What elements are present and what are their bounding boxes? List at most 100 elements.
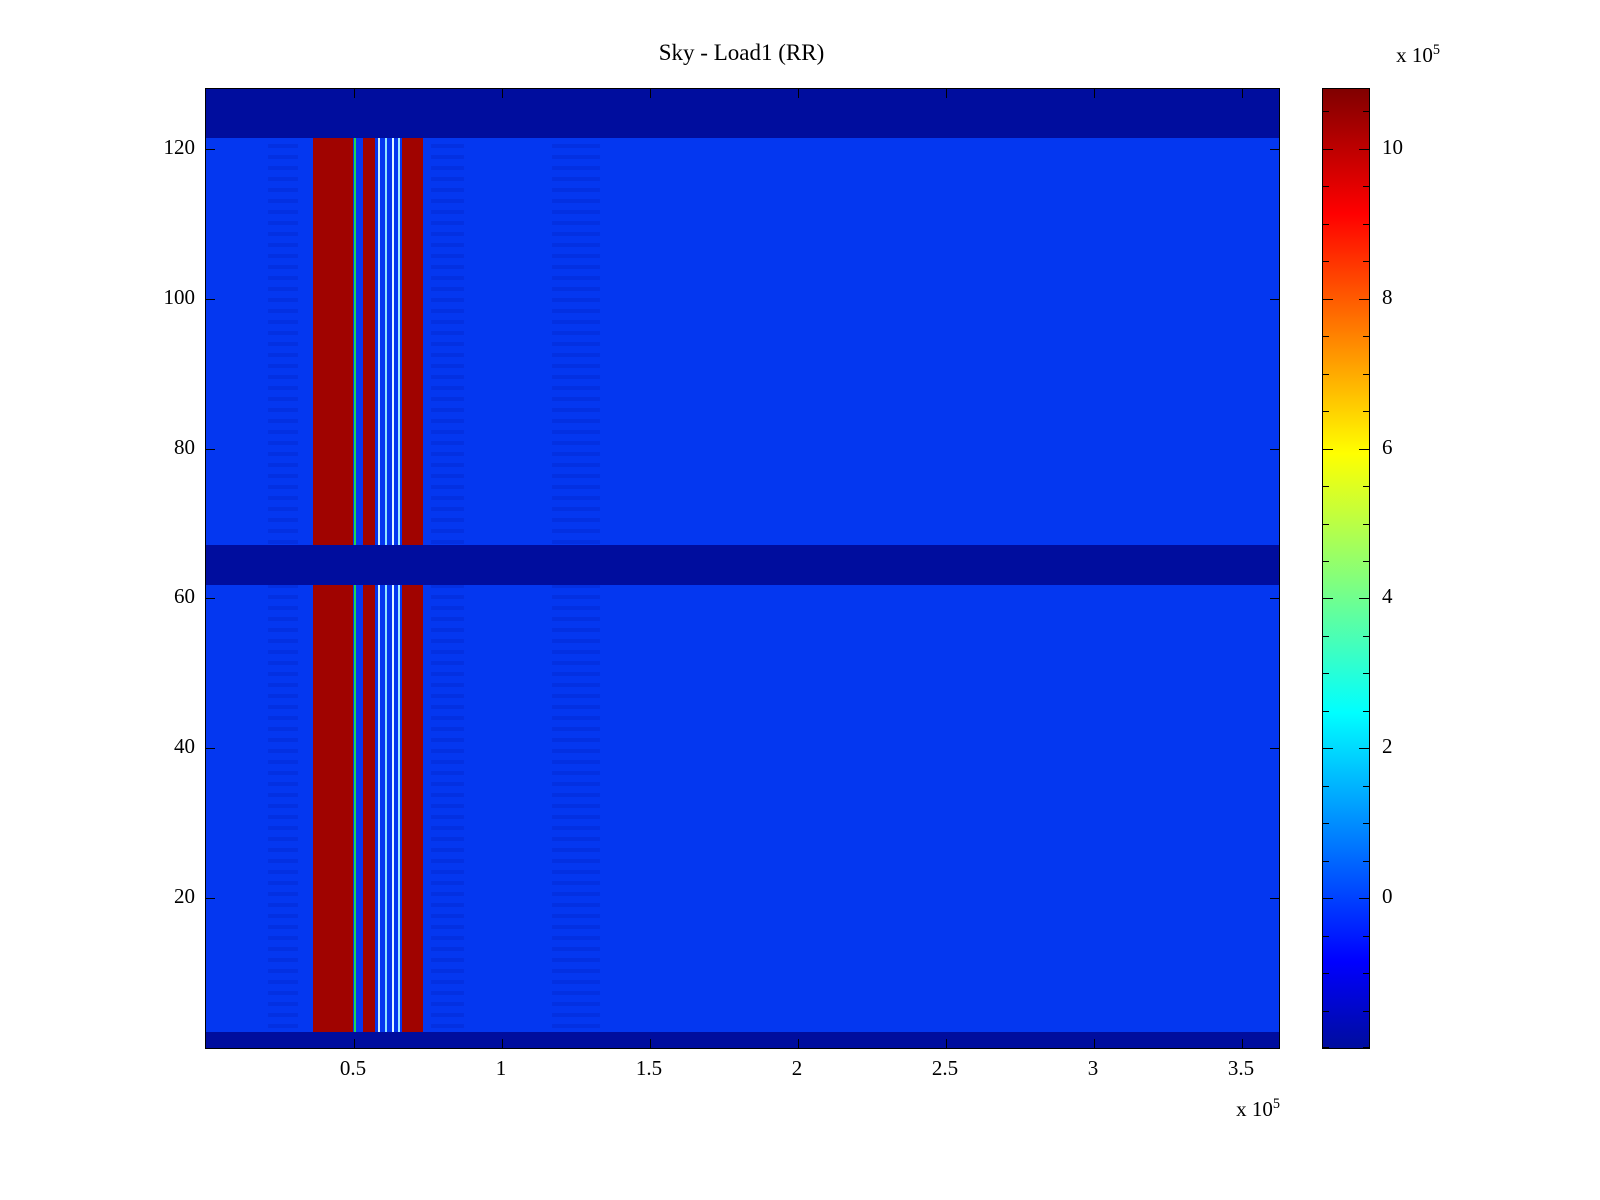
- x-axis-multiplier-exponent: 5: [1272, 1096, 1280, 1112]
- colorbar-multiplier-exponent: 5: [1432, 42, 1440, 58]
- colorbar-tick-mark: [1359, 148, 1369, 150]
- colorbar-tick-mark: [1323, 336, 1329, 338]
- colorbar-multiplier-base: x 10: [1396, 43, 1433, 67]
- x-axis-multiplier: x 105: [1180, 1096, 1280, 1122]
- x-tick-mark: [354, 89, 355, 98]
- colorbar-tick-mark: [1363, 823, 1369, 825]
- y-tick-label: 40: [174, 734, 195, 759]
- y-tick-mark: [206, 898, 215, 900]
- y-tick-mark: [1270, 148, 1279, 150]
- x-tick-label: 1.5: [635, 1056, 663, 1080]
- colorbar-tick-mark: [1323, 523, 1329, 525]
- x-tick-mark: [650, 1039, 651, 1048]
- x-tick-mark: [1242, 1039, 1243, 1048]
- colorbar-tick-mark: [1323, 1047, 1329, 1048]
- x-tick-mark: [1242, 89, 1243, 98]
- colorbar-tick-mark: [1363, 635, 1369, 637]
- x-tick-mark: [354, 1039, 355, 1048]
- x-tick-mark: [650, 89, 651, 98]
- colorbar-tick-mark: [1359, 298, 1369, 300]
- x-tick-label: 0.5: [339, 1056, 367, 1080]
- colorbar-tick-mark: [1363, 561, 1369, 562]
- colorbar-tick-mark: [1323, 1010, 1329, 1012]
- chart-title: Sky - Load1 (RR): [658, 40, 825, 65]
- colorbar-tick-mark: [1359, 448, 1369, 450]
- x-tick-mark: [502, 1039, 503, 1048]
- colorbar-tick-label: 2: [1382, 734, 1393, 759]
- colorbar-tick-mark: [1323, 186, 1329, 188]
- colorbar-tick-mark: [1323, 298, 1333, 300]
- x-tick-label: 2.5: [931, 1056, 959, 1080]
- colorbar-tick-mark: [1323, 860, 1329, 862]
- x-tick-mark: [946, 1039, 947, 1048]
- x-tick-mark: [798, 1039, 799, 1048]
- colorbar-tick-mark: [1323, 785, 1329, 787]
- colorbar-tick-mark: [1323, 973, 1329, 975]
- horizontal-band: [206, 1032, 1279, 1048]
- x-tick-mark: [1094, 89, 1095, 98]
- y-tick-mark: [206, 298, 215, 300]
- colorbar-tick-label: 4: [1382, 584, 1393, 609]
- horizontal-band: [206, 89, 1279, 139]
- colorbar-tick-mark: [1363, 223, 1369, 225]
- colorbar-multiplier: x 105: [1340, 42, 1440, 68]
- colorbar-tick-mark: [1323, 111, 1329, 113]
- colorbar-tick-mark: [1363, 860, 1369, 862]
- y-tick-mark: [206, 748, 215, 750]
- colorbar-tick-mark: [1363, 186, 1369, 188]
- colorbar-tick-mark: [1363, 973, 1369, 975]
- colorbar-tick-mark: [1363, 673, 1369, 675]
- colorbar-tick-label: 6: [1382, 434, 1393, 459]
- colorbar-tick-mark: [1363, 411, 1369, 413]
- colorbar-tick-mark: [1323, 673, 1329, 675]
- y-tick-mark: [206, 148, 215, 150]
- plot-area: [205, 88, 1280, 1049]
- x-tick-mark: [946, 89, 947, 98]
- colorbar-tick-mark: [1323, 411, 1329, 413]
- colorbar-tick-label: 8: [1382, 284, 1393, 309]
- x-tick-label: 3.5: [1227, 1056, 1255, 1080]
- colorbar-tick-mark: [1359, 748, 1369, 750]
- colorbar-tick-mark: [1323, 898, 1333, 900]
- colorbar-tick-mark: [1363, 710, 1369, 712]
- colorbar-tick-mark: [1363, 111, 1369, 113]
- colorbar-tick-mark: [1323, 935, 1329, 937]
- colorbar-tick-mark: [1363, 1010, 1369, 1012]
- colorbar-tick-mark: [1323, 710, 1329, 712]
- y-tick-mark: [206, 598, 215, 600]
- colorbar-tick-mark: [1363, 1047, 1369, 1048]
- x-tick-label: 3: [1087, 1056, 1099, 1080]
- y-tick-mark: [1270, 448, 1279, 450]
- colorbar-tick-mark: [1359, 898, 1369, 900]
- colorbar-tick-mark: [1363, 486, 1369, 488]
- y-tick-mark: [1270, 298, 1279, 300]
- colorbar-tick-mark: [1323, 148, 1333, 150]
- y-tick-label: 100: [163, 284, 196, 309]
- colorbar-tick-mark: [1323, 598, 1333, 600]
- y-tick-label: 120: [163, 134, 196, 159]
- colorbar-tick-mark: [1363, 373, 1369, 375]
- y-tick-label: 20: [174, 884, 195, 909]
- colorbar-tick-mark: [1323, 748, 1333, 750]
- colorbar-tick-label: 10: [1382, 134, 1403, 159]
- x-tick-mark: [798, 89, 799, 98]
- x-tick-mark: [1094, 1039, 1095, 1048]
- colorbar-tick-mark: [1363, 785, 1369, 787]
- y-tick-label: 80: [174, 434, 195, 459]
- horizontal-band: [206, 545, 1279, 585]
- colorbar-tick-mark: [1323, 223, 1329, 225]
- y-tick-mark: [1270, 898, 1279, 900]
- colorbar-tick-mark: [1323, 448, 1333, 450]
- colorbar-tick-mark: [1323, 486, 1329, 488]
- colorbar-tick-mark: [1359, 598, 1369, 600]
- x-tick-mark: [502, 89, 503, 98]
- y-tick-mark: [1270, 748, 1279, 750]
- x-tick-label: 2: [791, 1056, 803, 1080]
- y-tick-mark: [206, 448, 215, 450]
- colorbar-tick-mark: [1323, 373, 1329, 375]
- colorbar-tick-mark: [1363, 261, 1369, 263]
- y-tick-label: 60: [174, 584, 195, 609]
- colorbar-tick-mark: [1323, 561, 1329, 562]
- colorbar-tick-mark: [1323, 635, 1329, 637]
